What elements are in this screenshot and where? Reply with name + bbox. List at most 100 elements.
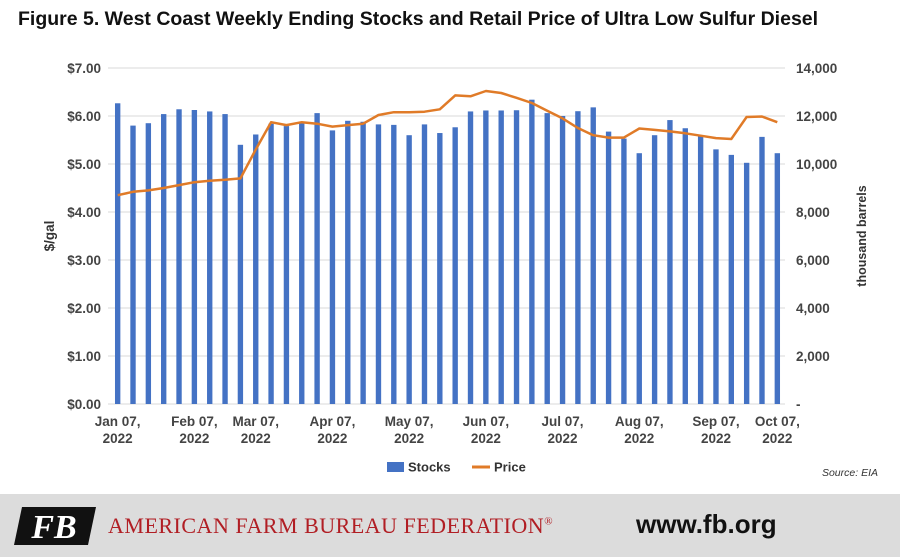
stock-bar — [774, 153, 781, 404]
x-tick-label: Oct 07, — [755, 414, 800, 429]
stock-bar — [759, 136, 765, 404]
x-tick-label: Apr 07, — [310, 414, 356, 429]
x-tick-label-year: 2022 — [471, 431, 501, 446]
right-tick-label: 12,000 — [796, 109, 837, 124]
footer-banner: FB AMERICAN FARM BUREAU FEDERATION® www.… — [0, 494, 900, 557]
website-link[interactable]: www.fb.org — [636, 509, 777, 539]
stock-bar — [697, 135, 704, 404]
x-tick-label-year: 2022 — [548, 431, 578, 446]
stock-bar — [237, 144, 244, 405]
stock-bar — [728, 154, 734, 404]
stock-bar — [513, 110, 520, 405]
stock-bar — [529, 99, 535, 405]
right-tick-label: 8,000 — [796, 205, 830, 220]
stock-bar — [544, 113, 550, 405]
stock-bars — [114, 99, 781, 405]
stock-bar — [682, 128, 688, 405]
stock-bar — [575, 111, 581, 404]
left-tick-label: $7.00 — [67, 61, 101, 76]
stock-bar — [483, 110, 489, 404]
legend-stocks-swatch — [387, 462, 404, 472]
x-tick-label: May 07, — [385, 414, 434, 429]
x-tick-label: Sep 07, — [692, 414, 739, 429]
x-tick-label-year: 2022 — [762, 431, 792, 446]
stock-bar — [329, 130, 336, 404]
stock-bar — [421, 124, 428, 405]
stock-bar — [176, 109, 182, 404]
combo-chart: $0.00 $1.00 $2.00 $3.00 $4.00 $5.00 $6.00 $7.00… — [42, 61, 869, 475]
x-tick-label-year: 2022 — [241, 431, 271, 446]
x-tick-label-year: 2022 — [179, 431, 209, 446]
left-tick-label: $1.00 — [67, 349, 101, 364]
stock-bar — [667, 120, 673, 404]
stock-bar — [743, 162, 750, 404]
stock-bar — [467, 111, 474, 404]
legend-price-label: Price — [494, 460, 526, 475]
x-tick-label: Mar 07, — [232, 414, 279, 429]
left-tick-label: $4.00 — [67, 205, 101, 220]
x-tick-label-year: 2022 — [701, 431, 731, 446]
x-tick-label-year: 2022 — [317, 431, 347, 446]
stock-bar — [713, 149, 719, 404]
x-tick-label-year: 2022 — [103, 431, 133, 446]
stock-bar — [161, 114, 167, 404]
x-tick-label: Feb 07, — [171, 414, 218, 429]
right-tick-label: 10,000 — [796, 157, 837, 172]
stock-bar — [498, 110, 504, 404]
x-tick-label: Jan 07, — [95, 414, 141, 429]
price-series-line — [117, 89, 778, 197]
stock-bar — [130, 125, 136, 404]
stock-bar — [253, 134, 259, 405]
stock-bar — [145, 123, 152, 404]
x-axis-labels: Jan 07, 2022 Feb 07, 2022 Mar 07, 2022 Apr 07,… — [95, 414, 800, 446]
legend-stocks-label: Stocks — [408, 460, 451, 475]
registered-mark: ® — [544, 515, 554, 528]
stock-bar — [191, 110, 198, 404]
source-note: Source: EIA — [821, 467, 878, 479]
left-axis-title: $/gal — [42, 221, 57, 252]
fb-logo-text: FB — [30, 509, 76, 546]
stock-bar — [207, 111, 213, 404]
stock-bar — [268, 123, 274, 405]
stock-bar — [222, 114, 228, 404]
right-tick-label: 14,000 — [796, 61, 837, 76]
stock-bar — [406, 135, 412, 404]
left-axis-ticks: $0.00 $1.00 $2.00 $3.00 $4.00 $5.00 $6.00 $7.00 — [67, 61, 101, 412]
right-axis-title: thousand barrels — [855, 185, 869, 286]
right-tick-label: - — [796, 397, 801, 412]
stock-bar — [452, 127, 458, 404]
left-tick-label: $5.00 — [67, 157, 101, 172]
stock-bar — [559, 116, 566, 404]
left-tick-label: $2.00 — [67, 301, 101, 316]
left-tick-label: $3.00 — [67, 253, 101, 268]
stock-bar — [590, 107, 596, 405]
stock-bar — [636, 153, 642, 404]
chart-title: Figure 5. West Coast Weekly Ending Stock… — [18, 8, 819, 30]
right-tick-label: 2,000 — [796, 349, 830, 364]
stock-bar — [375, 124, 382, 405]
x-tick-label: Aug 07, — [615, 414, 664, 429]
x-tick-label-year: 2022 — [624, 431, 654, 446]
stock-bar — [437, 133, 443, 405]
stock-bar — [605, 131, 612, 404]
price-line — [117, 89, 778, 197]
x-tick-label-year: 2022 — [394, 431, 424, 446]
right-tick-label: 6,000 — [796, 253, 830, 268]
left-tick-label: $0.00 — [67, 397, 101, 412]
stock-bar — [621, 138, 627, 404]
x-tick-label: Jul 07, — [542, 414, 584, 429]
stock-bar — [391, 124, 397, 404]
organization-name: AMERICAN FARM BUREAU FEDERATION® — [108, 513, 554, 538]
stock-bar — [283, 126, 290, 404]
stock-bar — [360, 121, 366, 404]
stock-bar — [114, 103, 121, 404]
stock-bar — [299, 122, 305, 405]
stock-bar — [345, 120, 351, 405]
right-tick-label: 4,000 — [796, 301, 830, 316]
x-tick-label: Jun 07, — [463, 414, 510, 429]
legend: Stocks Price — [387, 460, 526, 475]
stock-bar — [651, 135, 658, 404]
stock-bar — [314, 113, 320, 405]
fb-logo-icon: FB — [14, 507, 96, 546]
left-tick-label: $6.00 — [67, 109, 101, 124]
